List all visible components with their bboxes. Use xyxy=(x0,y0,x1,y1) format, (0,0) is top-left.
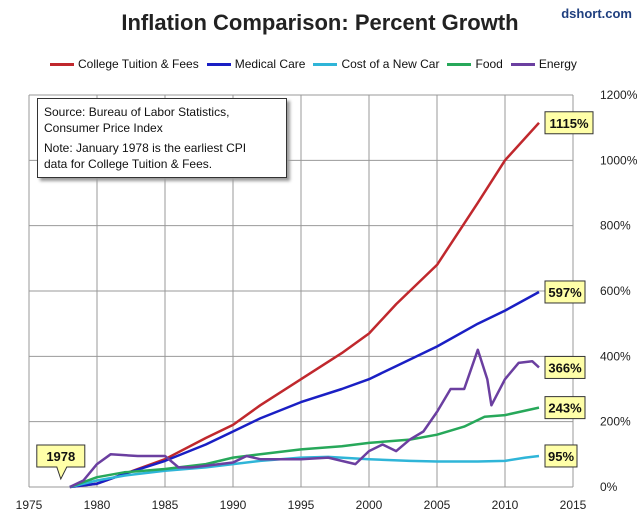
chart-title: Inflation Comparison: Percent Growth xyxy=(121,10,519,35)
legend-swatch xyxy=(313,62,338,66)
end-label-box xyxy=(544,111,594,135)
legend-label: Medical Care xyxy=(234,57,306,71)
start-label: 1978 xyxy=(46,449,75,464)
note-line: Source: Bureau of Labor Statistics, xyxy=(44,105,230,119)
legend-label: College Tuition & Fees xyxy=(78,57,199,71)
start-label-callout xyxy=(36,444,86,481)
end-label: 366% xyxy=(548,360,582,375)
x-tick-label: 1980 xyxy=(84,498,111,512)
y-tick-label: 1000% xyxy=(600,153,638,167)
y-tick-label: 400% xyxy=(600,349,631,363)
end-label-box xyxy=(544,444,578,468)
y-tick-label: 600% xyxy=(600,284,631,298)
x-tick-label: 2000 xyxy=(356,498,383,512)
series-line-4 xyxy=(69,348,540,489)
y-tick-label: 800% xyxy=(600,219,631,233)
legend-item-food: Food xyxy=(447,57,503,71)
x-tick-label: 2005 xyxy=(424,498,451,512)
legend-item-energy: Energy xyxy=(510,57,577,71)
annotation-box: Source: Bureau of Labor Statistics, Cons… xyxy=(37,98,287,178)
end-label: 243% xyxy=(548,401,582,416)
y-tick-label: 0% xyxy=(600,480,618,494)
legend-label: Energy xyxy=(538,57,577,71)
legend-swatch xyxy=(447,62,472,66)
end-label-box xyxy=(544,355,586,379)
x-tick-label: 1985 xyxy=(152,498,179,512)
legend-swatch xyxy=(510,62,535,66)
x-tick-label: 2010 xyxy=(492,498,519,512)
legend-swatch xyxy=(206,62,231,66)
legend-item-medical: Medical Care xyxy=(206,57,306,71)
end-label: 597% xyxy=(548,285,582,300)
x-tick-label: 1995 xyxy=(288,498,315,512)
y-tick-label: 1200% xyxy=(600,88,638,102)
legend-label: Cost of a New Car xyxy=(341,57,440,71)
legend-item-college: College Tuition & Fees xyxy=(50,57,199,71)
y-tick-label: 200% xyxy=(600,415,631,429)
end-label: 1115% xyxy=(549,116,588,131)
source-site-label: dshort.com xyxy=(561,6,632,21)
end-label-box xyxy=(544,280,586,304)
legend-swatch xyxy=(50,62,74,66)
end-label: 95% xyxy=(548,449,574,464)
end-label-box xyxy=(544,396,586,420)
note-line: Note: January 1978 is the earliest CPI xyxy=(44,141,247,155)
note-line: data for College Tuition & Fees. xyxy=(44,157,213,171)
legend: College Tuition & Fees Medical Care Cost… xyxy=(50,57,577,71)
series-line-1 xyxy=(69,290,540,489)
legend-label: Food xyxy=(475,57,503,71)
x-tick-label: 1975 xyxy=(16,498,43,512)
x-tick-label: 1990 xyxy=(220,498,247,512)
x-tick-label: 2015 xyxy=(560,498,587,512)
series-line-3 xyxy=(69,406,540,489)
note-line: Consumer Price Index xyxy=(44,121,163,135)
legend-item-car: Cost of a New Car xyxy=(313,57,439,71)
